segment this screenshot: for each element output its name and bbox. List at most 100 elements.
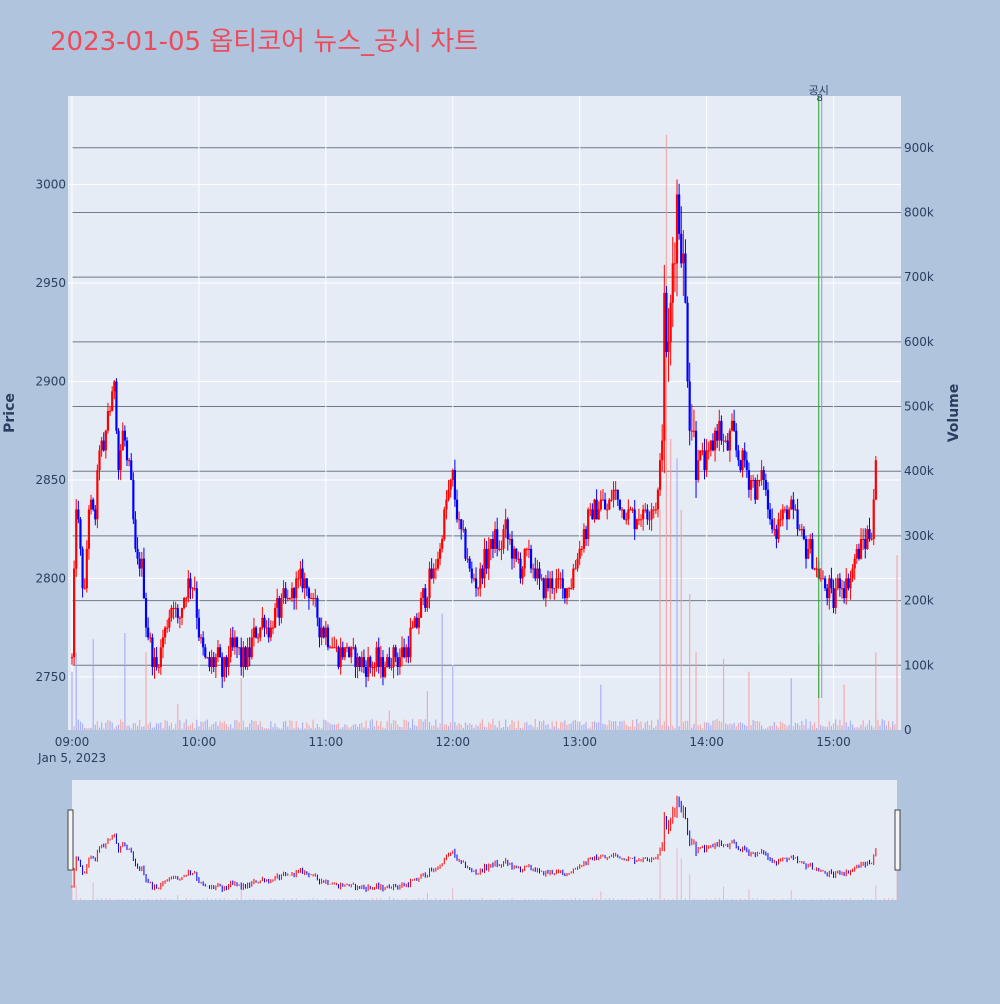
volume-bar [571, 723, 572, 730]
slider-volume-bar [325, 898, 326, 900]
slider-volume-bar [740, 899, 741, 900]
slider-volume-bar [177, 895, 178, 900]
volume-bar [757, 721, 758, 730]
volume-bar [769, 726, 770, 730]
volume-bar [892, 722, 893, 730]
slider-volume-bar [613, 898, 614, 900]
volume-bar [152, 728, 153, 730]
volume-bar [298, 727, 299, 730]
slider-volume-bar [871, 899, 872, 900]
candle-body [143, 559, 145, 598]
volume-bar [774, 722, 775, 730]
y2-tick-label: 600k [904, 335, 934, 349]
candle-body [722, 441, 724, 442]
slider-volume-bar [736, 899, 737, 900]
volume-bar [198, 726, 199, 730]
candle-body [105, 431, 107, 451]
slider-volume-bar [249, 899, 250, 900]
candle-body [524, 549, 526, 569]
candle-body [189, 578, 191, 588]
candle-body [507, 519, 509, 539]
candle-body [657, 490, 659, 510]
candle-body [117, 431, 119, 470]
candle-body [352, 647, 354, 648]
slider-volume-bar [418, 898, 419, 900]
slider-volume-bar [402, 899, 403, 900]
volume-bar [789, 725, 790, 730]
volume-bar [662, 725, 663, 730]
volume-bar [645, 722, 646, 730]
candle-body [758, 480, 760, 481]
slider-volume-bar [846, 899, 847, 900]
candle-body [741, 450, 743, 470]
candle-body [365, 667, 367, 677]
slider-volume-bar [647, 898, 648, 900]
candle-body [424, 588, 426, 608]
candle-body [754, 480, 756, 500]
volume-bar [272, 727, 273, 730]
slider-volume-bar [507, 899, 508, 900]
slider-volume-bar [122, 898, 123, 900]
volume-bar [461, 725, 462, 730]
candle-body [494, 529, 496, 549]
slider-volume-bar [275, 899, 276, 900]
candle-body [568, 588, 570, 589]
volume-bar [274, 723, 275, 730]
volume-bar [708, 723, 709, 730]
candle-body [335, 647, 337, 648]
volume-bar [632, 720, 633, 730]
slider-volume-bar [495, 899, 496, 900]
volume-bar [810, 721, 811, 730]
candle-body [128, 460, 130, 461]
candle-body [230, 637, 232, 657]
volume-bar [408, 722, 409, 730]
slider-volume-bar [592, 898, 593, 900]
volume-bar [465, 723, 466, 730]
candle-body [191, 588, 193, 589]
volume-bar [786, 726, 787, 730]
volume-bar [689, 594, 690, 730]
volume-bar [526, 722, 527, 730]
slider-volume-bar [829, 898, 830, 900]
candle-body [367, 657, 369, 677]
range-slider-handle-right[interactable] [895, 810, 900, 870]
candle-body [610, 500, 612, 501]
volume-bar [444, 724, 445, 730]
candle-body [794, 509, 796, 510]
candle-body [287, 598, 289, 599]
volume-bar [613, 721, 614, 730]
candle-body [407, 647, 409, 657]
slider-volume-bar [287, 899, 288, 900]
date-label: Jan 5, 2023 [37, 751, 106, 765]
volume-bar [319, 727, 320, 730]
candle-body [158, 667, 160, 668]
candle-body [363, 657, 365, 667]
range-slider[interactable] [72, 780, 897, 900]
candle-body [185, 598, 187, 599]
slider-volume-bar [892, 898, 893, 900]
volume-bar [755, 721, 756, 730]
candle-body [435, 569, 437, 570]
candle-body [714, 431, 716, 451]
candle-body [234, 637, 236, 647]
candle-body [90, 500, 92, 510]
volume-bar [448, 726, 449, 730]
candle-body [456, 500, 458, 520]
candle-body [593, 500, 595, 520]
volume-bar [203, 722, 204, 730]
candle-body [505, 519, 507, 529]
candle-body [420, 598, 422, 618]
candle-body [678, 194, 680, 233]
volume-bar [772, 726, 773, 730]
candle-body [325, 628, 327, 638]
volume-bar [340, 729, 341, 730]
candle-body [443, 509, 445, 539]
volume-bar [145, 652, 146, 730]
slider-volume-bar [799, 899, 800, 900]
candle-body [276, 598, 278, 608]
candle-body [304, 578, 306, 588]
volume-bar [698, 726, 699, 730]
candle-body [541, 578, 543, 579]
volume-bar [740, 722, 741, 730]
range-slider-handle-left[interactable] [68, 810, 73, 870]
